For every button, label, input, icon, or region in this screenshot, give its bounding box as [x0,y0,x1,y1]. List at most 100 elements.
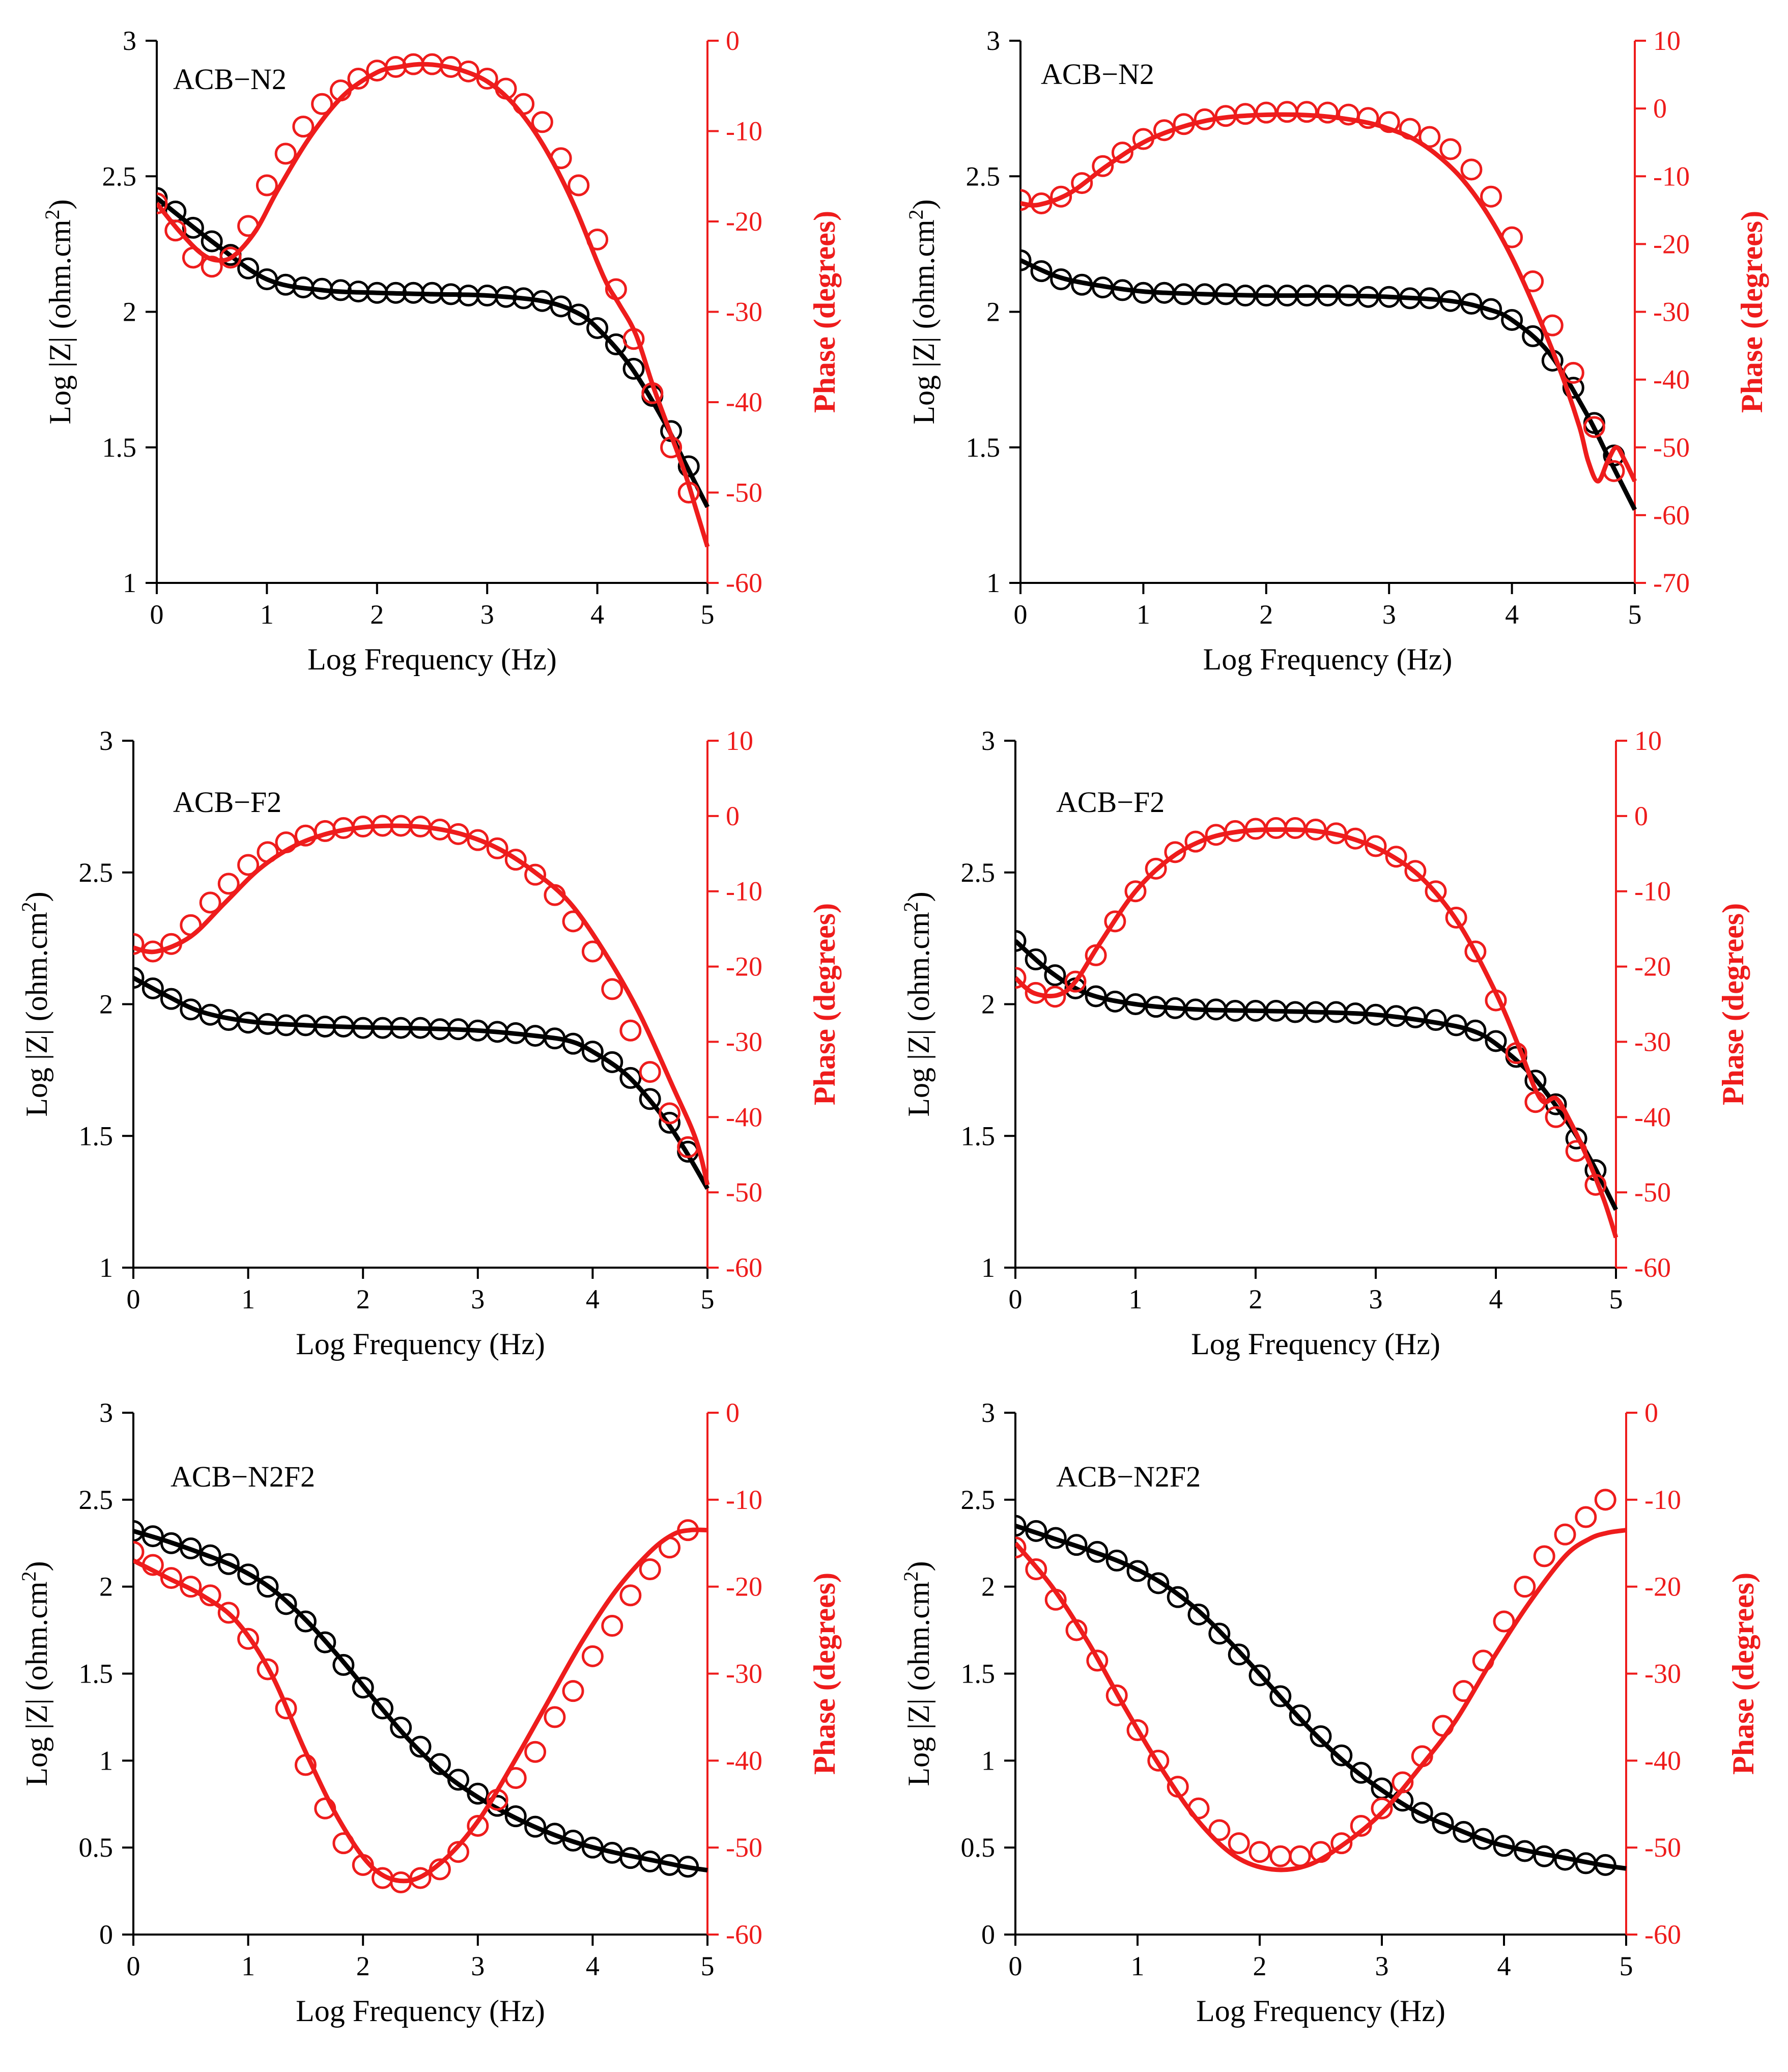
phase-data-point [1086,1649,1109,1672]
impedance-data-point [467,1782,489,1805]
phase-data-point [1071,172,1093,194]
phase-fit-line [133,1527,708,1884]
y2-tick-label: 0 [726,25,740,56]
y2-tick-label: -70 [1653,568,1690,598]
phase-data-point [562,1680,584,1702]
phase-data-point [1330,1832,1353,1855]
phase-data-point [1583,416,1605,438]
y2-tick-label: -40 [1634,1102,1671,1132]
panel-label: ACB−N2 [173,63,287,96]
phase-data-point [164,219,187,242]
impedance-data-point [622,357,645,380]
y-tick-label: 2.5 [102,161,137,191]
y-axis-title: Log |Z| (ohm.cm2) [17,1561,54,1786]
y2-tick-label: 0 [1653,93,1667,124]
impedance-data-point [1330,1744,1353,1767]
y2-tick-label: -20 [1634,951,1671,982]
y2-tick-label: -60 [1634,1252,1671,1283]
impedance-fit-line [133,975,709,1190]
phase-data-point [1445,906,1467,929]
phase-data-point [1514,1576,1536,1598]
y-tick-label: 2 [99,1572,113,1602]
phase-data-point [639,1061,661,1083]
y2-tick-label: -60 [726,1919,762,1950]
phase-data-point [1104,910,1126,933]
phase-data-point [581,1645,604,1667]
y2-tick-label: 0 [1634,801,1648,831]
impedance-data-point [133,967,145,989]
impedance-data-point [141,977,164,999]
phase-data-point [1439,138,1462,160]
x-tick-label: 3 [471,1951,485,1981]
y-tick-label: 1.5 [79,1121,113,1151]
y2-tick-label: -40 [1644,1745,1681,1776]
y-tick-label: 0.5 [961,1832,996,1863]
phase-data-point [1050,185,1072,208]
y-axis-title-main: Log |Z| (ohm.cm [20,1581,53,1786]
impedance-data-point [133,1520,145,1542]
y2-tick-label: -30 [726,1659,762,1689]
impedance-data-point [567,303,590,326]
y-tick-label: 2 [986,297,1000,327]
impedance-data-point [390,1716,412,1739]
x-tick-label: 5 [701,1951,715,1981]
y2-tick-label: -60 [726,1252,762,1283]
x-tick-label: 2 [1259,599,1273,630]
y2-tick-label: -50 [1653,432,1690,463]
y-tick-label: 2.5 [966,161,1001,191]
y2-tick-label: -60 [726,568,762,598]
impedance-data-point [352,1676,374,1699]
y-tick-label: 1.5 [79,1659,113,1689]
impedance-data-point [1522,325,1544,347]
phase-data-point [1126,1719,1149,1742]
series-group [133,815,710,1190]
x-tick-label: 2 [370,599,384,630]
y2-axis-title: Phase (degrees) [1735,211,1769,413]
phase-data-point [1357,107,1379,129]
phase-fit-line [133,823,710,1186]
y2-tick-label: -20 [726,951,762,982]
phase-data-point [1464,940,1487,963]
x-tick-label: 0 [1009,1951,1023,1981]
y-tick-label: 2.5 [79,857,113,888]
x-tick-label: 3 [1382,599,1396,630]
impedance-data-point [504,1805,527,1828]
impedance-fit-line [157,196,710,508]
phase-data-point [1460,158,1483,181]
y2-tick-label: -50 [726,478,762,508]
impedance-fit-line [1015,939,1619,1211]
y-axis-title-end: ) [20,891,53,902]
phase-data-point [601,978,623,1000]
x-tick-label: 0 [127,1951,140,1981]
y2-tick-label: 0 [1644,1397,1658,1428]
x-tick-label: 4 [586,1951,600,1981]
impedance-data-point [237,257,260,279]
y-tick-label: 1 [123,568,136,598]
phase-data-point [601,1615,623,1637]
y-tick-label: 2.5 [961,1485,996,1515]
phase-data-point [237,1628,260,1650]
phase-data-point [619,1584,642,1607]
impedance-data-point [1350,1761,1372,1784]
y-tick-label: 3 [123,25,136,56]
impedance-data-point [1562,377,1584,399]
y2-tick-label: -30 [1634,1026,1671,1057]
y2-tick-label: 0 [726,801,740,831]
impedance-data-point [1025,948,1047,971]
series-group [157,53,710,548]
phase-data-point [1425,880,1447,903]
phase-data-point [1554,1523,1576,1546]
x-tick-label: 4 [586,1284,600,1314]
phase-data-point [1493,1610,1515,1633]
phase-data-point [219,246,242,269]
phase-data-point [275,1697,297,1720]
phase-data-point [311,93,333,115]
y2-axis-title: Phase (degrees) [808,211,841,413]
y2-tick-label: -60 [1653,500,1690,530]
y-axis-title-main: Log |Z| (ohm.cm [902,1581,935,1786]
phase-data-point [1228,1832,1250,1855]
phase-data-point [544,1706,566,1728]
phase-data-point [274,143,297,165]
x-axis-title: Log Frequency (Hz) [296,1327,545,1361]
